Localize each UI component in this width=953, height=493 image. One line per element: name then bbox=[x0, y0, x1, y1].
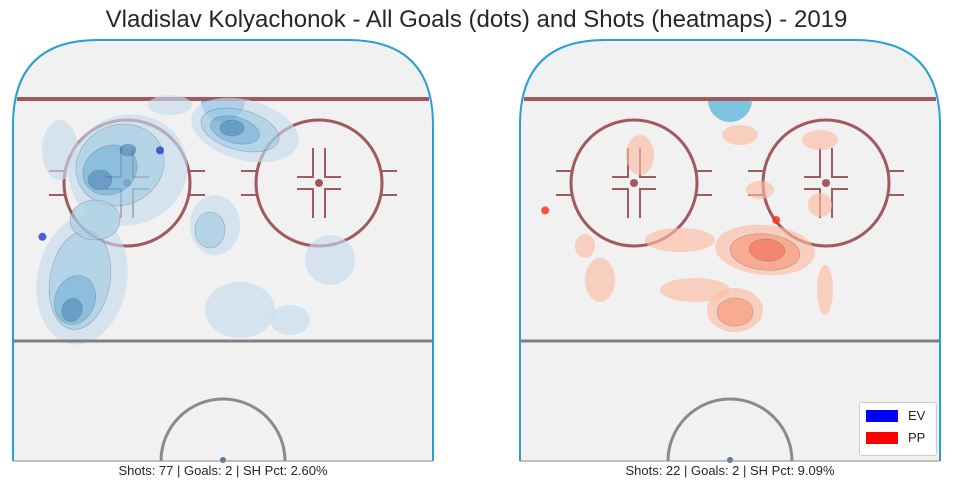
right-faceoff-circle-left bbox=[556, 118, 712, 248]
legend-swatch-ev bbox=[866, 410, 898, 422]
heatmap-contour-level-1 bbox=[575, 234, 595, 258]
left-goal-dot-2 bbox=[38, 232, 47, 241]
heatmap-contour-level-4 bbox=[219, 119, 245, 137]
left-panel-caption: Shots: 77 | Goals: 2 | SH Pct: 2.60% bbox=[118, 463, 328, 478]
left-rink bbox=[12, 39, 434, 463]
heatmap-contour-level-4 bbox=[87, 169, 113, 191]
right-panel-caption: Shots: 22 | Goals: 2 | SH Pct: 9.09% bbox=[625, 463, 835, 478]
heatmap-contour-level-1 bbox=[746, 181, 774, 199]
faceoff-l-mark bbox=[324, 148, 341, 178]
faceoff-l-mark bbox=[297, 148, 314, 178]
heatmap-contour-level-2 bbox=[194, 211, 226, 249]
heatmap-contour-level-1 bbox=[270, 305, 310, 335]
chart-title: Vladislav Kolyachonok - All Goals (dots)… bbox=[105, 6, 848, 33]
left-shot-heatmap bbox=[36, 95, 355, 345]
heatmap-contour-level-1 bbox=[148, 95, 192, 115]
heatmap-contour-level-1 bbox=[42, 120, 78, 180]
heatmap-contour-level-2 bbox=[69, 199, 121, 241]
heatmap-contour-level-1 bbox=[808, 193, 832, 217]
heatmap-contour-level-1 bbox=[645, 228, 715, 252]
faceoff-l-mark bbox=[612, 188, 629, 218]
right-boards bbox=[519, 39, 941, 461]
heatmap-contour-level-1 bbox=[305, 235, 355, 285]
heatmap-contour-level-1 bbox=[817, 265, 833, 315]
left-boards bbox=[12, 39, 434, 461]
heatmap-contour-level-3 bbox=[748, 238, 786, 262]
heatmap-contour-level-1 bbox=[722, 125, 758, 145]
legend-label-ev: EV bbox=[908, 408, 926, 423]
faceoff-ring bbox=[569, 118, 699, 248]
faceoff-l-mark bbox=[804, 148, 821, 178]
right-goal-dot-1 bbox=[541, 206, 550, 215]
heatmap-contour-level-1 bbox=[585, 258, 615, 302]
faceoff-l-mark bbox=[639, 188, 656, 218]
right-goal-crease bbox=[708, 100, 752, 122]
heatmap-contour-level-1 bbox=[205, 282, 275, 338]
faceoff-l-mark bbox=[831, 188, 848, 218]
heatmap-contour-level-4 bbox=[119, 143, 137, 157]
legend: EV PP bbox=[859, 402, 937, 456]
right-goal-dot-2 bbox=[772, 216, 781, 224]
right-rink bbox=[519, 39, 941, 463]
heatmap-contour-level-4 bbox=[61, 297, 83, 323]
heatmap-contour-level-1 bbox=[660, 278, 730, 302]
faceoff-dot bbox=[822, 179, 830, 187]
heatmap-contour-level-1 bbox=[802, 130, 838, 150]
right-center-circle bbox=[666, 397, 794, 462]
faceoff-dot bbox=[630, 179, 638, 187]
faceoff-l-mark bbox=[297, 188, 314, 218]
faceoff-dot bbox=[315, 179, 323, 187]
right-shot-heatmap bbox=[575, 125, 838, 332]
legend-label-pp: PP bbox=[908, 430, 926, 445]
faceoff-l-mark bbox=[324, 188, 341, 218]
left-goal-dot-1 bbox=[156, 146, 164, 155]
left-center-circle bbox=[159, 397, 287, 462]
heatmap-contour-level-2 bbox=[716, 297, 754, 327]
legend-swatch-pp bbox=[866, 432, 898, 444]
heatmap-contour-level-1 bbox=[626, 135, 654, 175]
faceoff-l-mark bbox=[831, 148, 848, 178]
